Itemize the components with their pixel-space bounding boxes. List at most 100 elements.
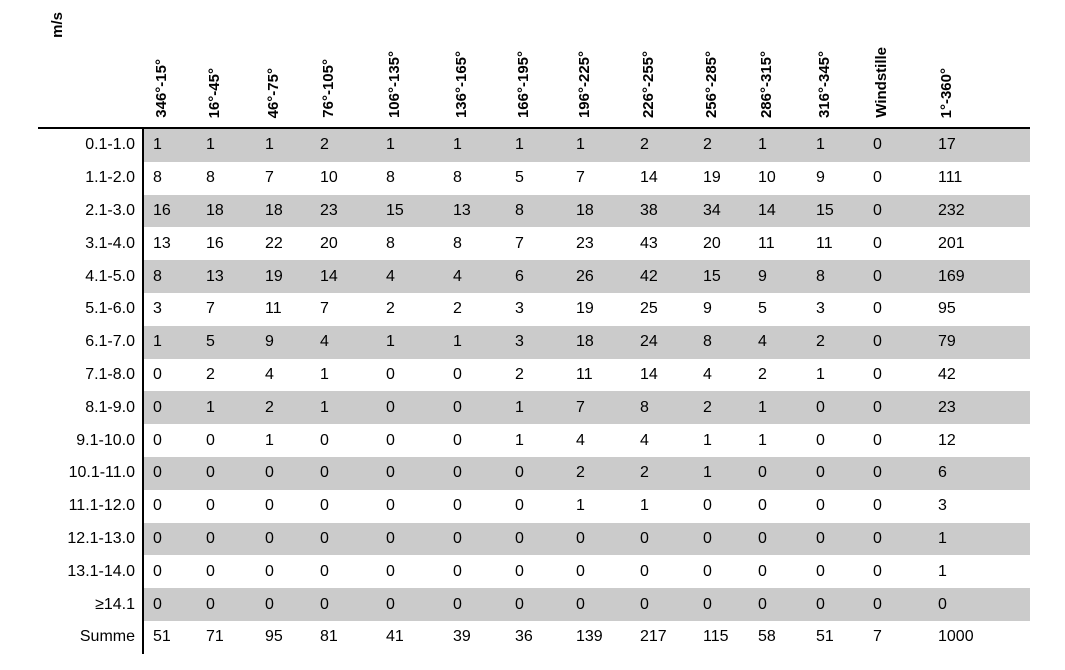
data-cell: 4: [694, 358, 749, 392]
data-cell: 0: [749, 588, 807, 621]
data-cell: 11: [256, 292, 311, 326]
data-cell: 0: [144, 424, 197, 457]
data-cell: 0: [144, 489, 197, 523]
table-body: 0.1-1.0 1 1 1 2 1 1 1 1 2 2 1 1 0 17 1.1-2.0 8 8 7 10 8 8 5 7 14…: [38, 129, 1030, 654]
data-cell: 42: [631, 260, 694, 293]
data-cell: 19: [256, 260, 311, 293]
table-row: 0.1-1.0 1 1 1 2 1 1 1 1 2 2 1 1 0 17: [38, 129, 1030, 162]
data-cell: 0: [807, 424, 864, 457]
data-cell: 0: [864, 129, 929, 162]
data-cell: 13: [144, 227, 197, 261]
data-cell: 9: [807, 161, 864, 195]
data-cell: 1000: [929, 620, 1030, 654]
data-cell: 2: [694, 129, 749, 162]
data-cell: 13: [197, 260, 256, 293]
data-cell: 139: [567, 620, 631, 654]
data-cell: 0: [311, 588, 377, 621]
data-cell: 232: [929, 194, 1030, 228]
data-cell: 8: [807, 260, 864, 293]
data-cell: 0: [864, 358, 929, 392]
column-header: 16°-45°: [197, 0, 256, 127]
column-header: Windstille: [864, 0, 929, 127]
table-row: 11.1-12.0 0 0 0 0 0 0 0 1 1 0 0 0 0 3: [38, 489, 1030, 523]
data-cell: 3: [807, 292, 864, 326]
table-row: 10.1-11.0 0 0 0 0 0 0 0 2 2 1 0 0 0 6: [38, 456, 1030, 490]
row-label: 6.1-7.0: [38, 325, 144, 359]
data-cell: 12: [929, 424, 1030, 457]
data-cell: 1: [807, 358, 864, 392]
data-cell: 0: [694, 489, 749, 523]
row-label: 5.1-6.0: [38, 292, 144, 326]
data-cell: 1: [929, 522, 1030, 556]
data-cell: 24: [631, 325, 694, 359]
row-label: 9.1-10.0: [38, 424, 144, 457]
data-cell: 0: [864, 424, 929, 457]
data-cell: 1: [694, 456, 749, 490]
column-header-label: 346°-15°: [153, 59, 170, 118]
data-cell: 15: [807, 194, 864, 228]
table-row: 4.1-5.0 8 13 19 14 4 4 6 26 42 15 9 8 0 169: [38, 260, 1030, 293]
row-label: 1.1-2.0: [38, 161, 144, 195]
data-cell: 1: [197, 391, 256, 425]
data-cell: 0: [256, 456, 311, 490]
data-cell: 7: [864, 620, 929, 654]
data-cell: 4: [377, 260, 444, 293]
data-cell: 23: [311, 194, 377, 228]
data-cell: 0: [444, 391, 506, 425]
data-cell: 0: [377, 456, 444, 490]
data-cell: 95: [929, 292, 1030, 326]
column-header-label: 1°-360°: [938, 67, 955, 118]
data-cell: 58: [749, 620, 807, 654]
data-cell: 15: [694, 260, 749, 293]
column-header-label: 226°-255°: [640, 50, 657, 118]
data-cell: 5: [506, 161, 567, 195]
data-cell: 42: [929, 358, 1030, 392]
data-cell: 1: [444, 129, 506, 162]
data-cell: 13: [444, 194, 506, 228]
row-label: 2.1-3.0: [38, 194, 144, 228]
row-label: 3.1-4.0: [38, 227, 144, 261]
data-cell: 11: [807, 227, 864, 261]
column-header: 136°-165°: [444, 0, 506, 127]
data-cell: 51: [144, 620, 197, 654]
data-cell: 36: [506, 620, 567, 654]
data-cell: 0: [311, 522, 377, 556]
data-cell: 7: [256, 161, 311, 195]
data-cell: 14: [631, 161, 694, 195]
data-cell: 4: [567, 424, 631, 457]
data-cell: 16: [144, 194, 197, 228]
data-cell: 7: [311, 292, 377, 326]
data-cell: 0: [311, 424, 377, 457]
data-cell: 8: [144, 161, 197, 195]
data-cell: 7: [567, 391, 631, 425]
data-cell: 0: [377, 522, 444, 556]
data-cell: 39: [444, 620, 506, 654]
data-cell: 0: [197, 456, 256, 490]
data-cell: 8: [377, 227, 444, 261]
data-cell: 18: [567, 194, 631, 228]
table-row: 6.1-7.0 1 5 9 4 1 1 3 18 24 8 4 2 0 79: [38, 325, 1030, 359]
data-cell: 0: [144, 588, 197, 621]
data-cell: 0: [506, 588, 567, 621]
data-cell: 11: [567, 358, 631, 392]
data-cell: 0: [197, 522, 256, 556]
data-cell: 95: [256, 620, 311, 654]
data-cell: 9: [256, 325, 311, 359]
data-cell: 0: [444, 489, 506, 523]
data-cell: 8: [377, 161, 444, 195]
table-row: 12.1-13.0 0 0 0 0 0 0 0 0 0 0 0 0 0 1: [38, 522, 1030, 556]
data-cell: 43: [631, 227, 694, 261]
column-header: 316°-345°: [807, 0, 864, 127]
table-row: Summe 51 71 95 81 41 39 36 139 217 115 58 51 7 1000: [38, 620, 1030, 654]
data-cell: 18: [256, 194, 311, 228]
data-cell: 10: [311, 161, 377, 195]
data-cell: 0: [864, 522, 929, 556]
column-header-label: 76°-105°: [320, 59, 337, 118]
data-cell: 10: [749, 161, 807, 195]
data-cell: 18: [197, 194, 256, 228]
column-header: 46°-75°: [256, 0, 311, 127]
data-cell: 38: [631, 194, 694, 228]
table-row: 1.1-2.0 8 8 7 10 8 8 5 7 14 19 10 9 0 111: [38, 161, 1030, 195]
row-label: Summe: [38, 620, 144, 654]
data-cell: 1: [567, 129, 631, 162]
